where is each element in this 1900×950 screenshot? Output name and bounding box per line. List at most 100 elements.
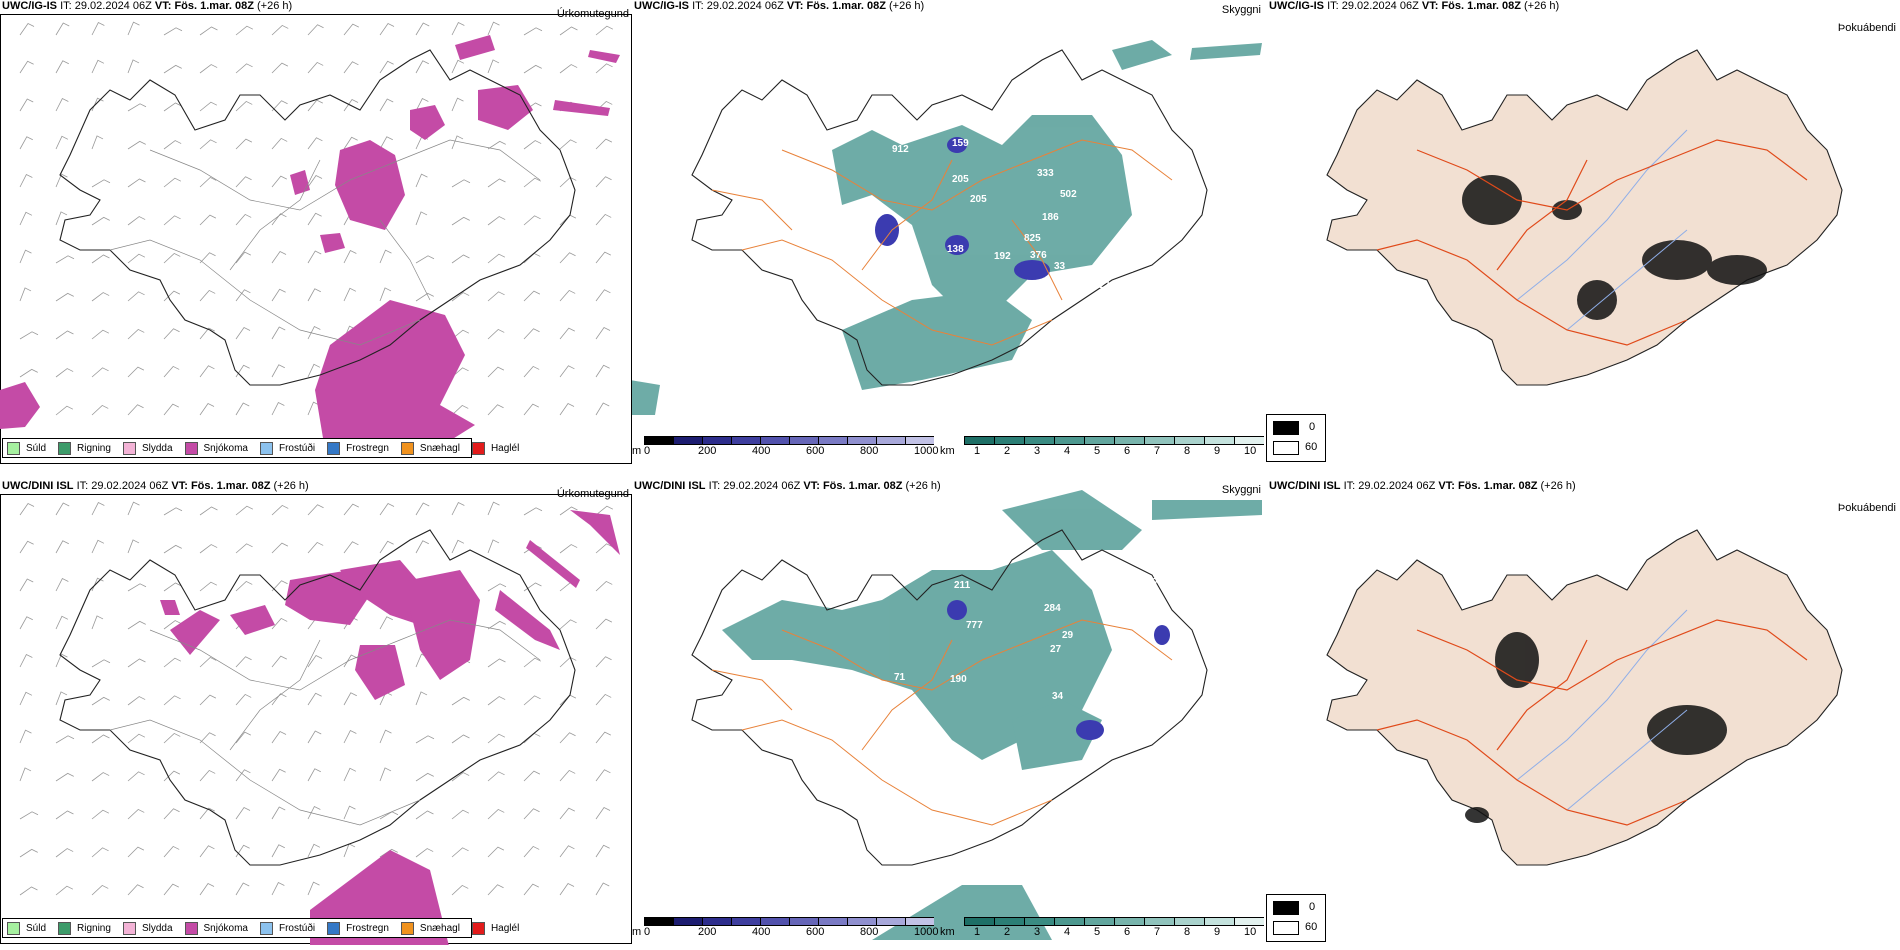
- wind-barb: [235, 656, 252, 668]
- precip-type-panel-row2: UWC/DINI ISL IT: 29.02.2024 06Z VT: Fös.…: [0, 480, 632, 945]
- wind-barb: [307, 504, 324, 516]
- fog-legend-row1: 0 60: [1266, 414, 1326, 462]
- wind-barb: [235, 402, 250, 416]
- it-label: IT:: [708, 480, 721, 492]
- wind-barb: [127, 216, 146, 226]
- wind-barb: [415, 292, 434, 302]
- wind-barb: [271, 655, 287, 668]
- wind-barb: [559, 769, 576, 782]
- vt-label: VT:: [1421, 0, 1439, 12]
- fog-map-svg: [1326, 49, 1843, 386]
- wind-barb: [343, 654, 358, 668]
- wind-barb: [307, 175, 323, 188]
- wind-barb: [235, 289, 251, 302]
- peak-value: 211: [954, 580, 971, 591]
- wind-barb: [307, 212, 322, 226]
- model-name: UWC/IG-IS: [1269, 0, 1324, 12]
- fog-panel-row1: UWC/IG-IS IT: 29.02.2024 06Z VT: Fös. 1.…: [1267, 0, 1900, 465]
- visibility-colorbar-row2: km 1 2 3 4 5 6 7 8 9 10: [940, 917, 1265, 939]
- it-label: IT:: [60, 0, 72, 12]
- legend-swatch: [184, 441, 198, 455]
- wind-barb: [487, 216, 506, 226]
- wind-barb: [307, 137, 323, 150]
- wind-barb: [595, 63, 613, 74]
- wind-barb: [451, 21, 465, 36]
- scale-segment: [673, 917, 702, 926]
- legend-swatch: [400, 441, 414, 455]
- scale-tick-label: 10: [1244, 445, 1257, 457]
- wind-barb: [91, 501, 105, 516]
- wind-barb: [271, 844, 285, 858]
- wind-barb: [415, 540, 429, 554]
- fog-max-label: 60: [1305, 921, 1318, 933]
- wind-barb: [307, 99, 323, 112]
- wind-barb: [271, 175, 287, 188]
- wind-barb: [55, 885, 74, 896]
- wind-barb: [595, 693, 612, 706]
- wind-barb: [487, 808, 505, 820]
- panel-header: UWC/DINI ISL IT: 29.02.2024 06Z VT: Fös.…: [634, 480, 941, 492]
- fog-min-label: 0: [1309, 901, 1316, 913]
- wind-barb: [127, 733, 146, 744]
- legend-label: Snæhagl: [419, 442, 460, 454]
- snow-areas: [160, 510, 620, 945]
- wind-barb: [235, 251, 251, 264]
- peak-value: 116: [894, 244, 911, 255]
- roads: [109, 619, 541, 826]
- wind-barb: [487, 366, 505, 378]
- wind-barb: [199, 252, 216, 264]
- scale-tick-label: 1: [974, 926, 981, 938]
- vt-value: Fös. 1.mar. 08Z: [1457, 480, 1538, 492]
- wind-barb: [415, 211, 428, 226]
- wind-barb: [451, 404, 469, 416]
- wind-barb: [271, 617, 288, 630]
- peak-value: 71: [894, 672, 906, 683]
- wind-barb: [343, 541, 359, 554]
- wind-barb: [199, 176, 217, 188]
- wind-barb: [127, 501, 140, 516]
- wind-barb: [91, 772, 110, 782]
- legend-item: Frostregn: [327, 921, 389, 935]
- wind-barb: [91, 809, 110, 820]
- wind-barb: [559, 327, 575, 340]
- wind-barb: [451, 539, 465, 554]
- it-label: IT:: [1343, 480, 1356, 492]
- wind-barb: [199, 365, 215, 378]
- scale-segment: [1144, 917, 1174, 926]
- wind-barb: [163, 328, 180, 340]
- peak-value: 502: [1060, 189, 1077, 200]
- vt-label: VT:: [786, 0, 804, 12]
- wind-barb: [379, 249, 392, 264]
- scale-segment: [847, 917, 876, 926]
- scale-tick-label: 600: [806, 926, 825, 938]
- legend-label: Rigning: [77, 922, 111, 934]
- peak-value: 190: [950, 674, 967, 685]
- visibility-panel-row2: UWC/DINI ISL IT: 29.02.2024 06Z VT: Fös.…: [632, 480, 1267, 945]
- wind-barb: [307, 881, 320, 896]
- wind-barb: [19, 211, 33, 226]
- scale-tick-label: 5: [1094, 445, 1101, 457]
- legend-item: Snæhagl: [400, 921, 460, 935]
- wind-barb: [559, 289, 576, 302]
- wind-barb: [307, 805, 321, 820]
- wind-barb: [307, 61, 324, 74]
- wind-barb: [199, 581, 218, 592]
- rivers: [1516, 609, 1688, 811]
- legend-label: Slydda: [141, 922, 173, 934]
- roads: [711, 139, 1173, 346]
- scale-segment: [1234, 917, 1264, 926]
- visibility-colorbar-row1: km 1 2 3 4 5 6 7 8 9 10: [940, 436, 1265, 458]
- scale-segment: [789, 436, 818, 445]
- wind-barb: [199, 26, 218, 36]
- wind-barb: [559, 694, 577, 706]
- wind-barb: [451, 292, 470, 302]
- wind-barb: [55, 135, 69, 150]
- legend-swatch: [7, 921, 20, 935]
- height-colorbar-row1: m 0 200 400 600 800 1000: [632, 436, 938, 458]
- scale-segment: [1204, 917, 1234, 926]
- roads: [1376, 619, 1808, 826]
- wind-barb: [91, 367, 109, 378]
- scale-tick-label: 0: [644, 926, 651, 938]
- wind-barb: [91, 59, 105, 74]
- wind-barb: [415, 22, 430, 36]
